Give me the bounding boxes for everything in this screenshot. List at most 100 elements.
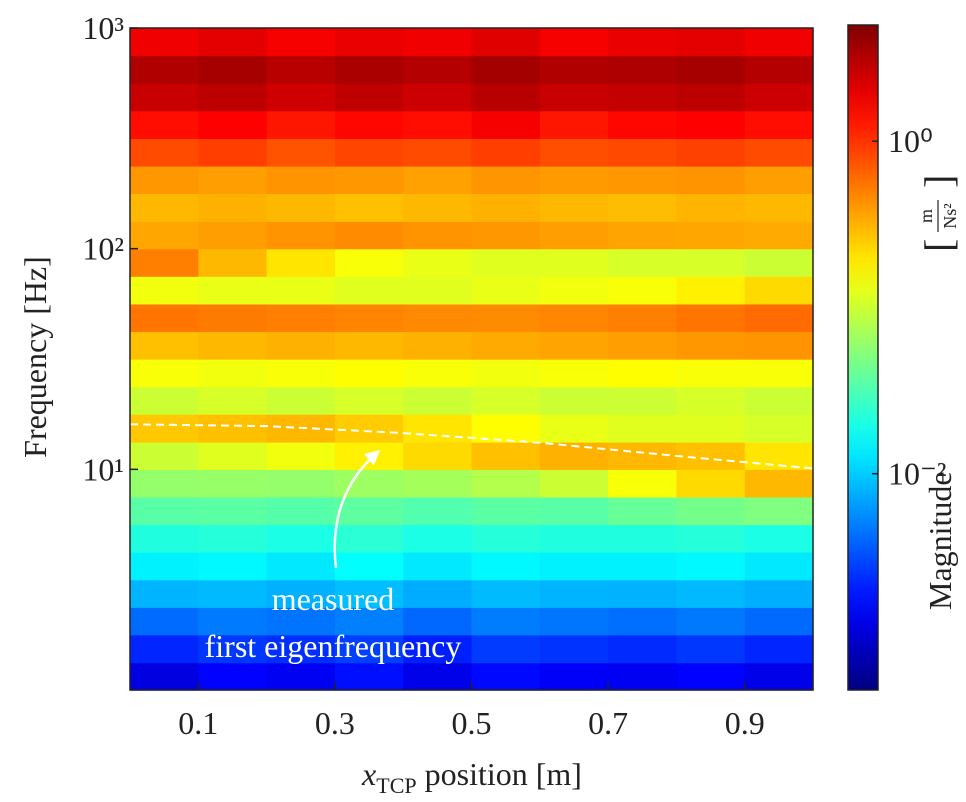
- heatmap-cell: [266, 386, 336, 415]
- heatmap-cell: [403, 110, 473, 140]
- heatmap-cell: [198, 579, 268, 608]
- heatmap-cell: [744, 469, 814, 498]
- unit-denominator: Ns²: [940, 203, 960, 228]
- heatmap-cell: [608, 579, 677, 608]
- y-tick-label: 10¹: [82, 451, 124, 487]
- heatmap-cell: [471, 524, 541, 553]
- heatmap-cell: [744, 303, 814, 332]
- heatmap-cell: [539, 496, 609, 526]
- heatmap-cell: [676, 83, 746, 112]
- heatmap-cell: [471, 110, 541, 140]
- heatmap-cell: [198, 469, 268, 498]
- heatmap-cell: [539, 552, 609, 581]
- heatmap-cell: [266, 469, 336, 498]
- heatmap-cell: [130, 524, 199, 553]
- heatmap-cell: [608, 110, 677, 140]
- heatmap-cell: [676, 414, 746, 443]
- heatmap-cell: [266, 138, 336, 167]
- heatmap-cell: [130, 359, 199, 388]
- heatmap-cell: [403, 414, 473, 443]
- heatmap-cell: [198, 414, 268, 443]
- heatmap-cell: [403, 165, 473, 195]
- heatmap-cell: [266, 165, 336, 195]
- heatmap-cell: [198, 303, 268, 332]
- heatmap-cell: [266, 579, 336, 608]
- heatmap-cell: [266, 303, 336, 332]
- heatmap-cell: [266, 221, 336, 250]
- y-tick-label: 10³: [82, 10, 124, 46]
- heatmap-cell: [403, 138, 473, 167]
- heatmap-cell: [471, 331, 541, 360]
- heatmap-cell: [130, 442, 199, 470]
- heatmap-cell: [608, 28, 677, 57]
- heatmap-cell: [266, 442, 336, 470]
- heatmap-cell: [676, 138, 746, 167]
- heatmap-cell: [266, 662, 336, 691]
- heatmap-cell: [130, 165, 199, 195]
- heatmap-cell: [198, 165, 268, 195]
- heatmap-cell: [334, 193, 404, 222]
- heatmap-cell: [608, 221, 677, 250]
- heatmap-cell: [471, 303, 541, 332]
- heatmap-cell: [744, 193, 814, 222]
- heatmap-cell: [676, 28, 746, 57]
- heatmap-cell: [403, 634, 473, 664]
- heatmap-cell: [676, 524, 746, 553]
- heatmap-cell: [334, 138, 404, 167]
- heatmap-cell: [608, 138, 677, 167]
- heatmap-cell: [539, 386, 609, 415]
- heatmap-cell: [198, 524, 268, 553]
- heatmap-cell: [130, 221, 199, 250]
- heatmap-cell: [130, 579, 199, 608]
- heatmap-cell: [266, 110, 336, 140]
- heatmap-cell: [403, 359, 473, 388]
- heatmap-cell: [130, 83, 199, 112]
- heatmap-cell: [130, 662, 199, 691]
- heatmap-cell: [608, 303, 677, 332]
- heatmap-cell: [403, 552, 473, 581]
- colorbar: [847, 24, 879, 691]
- heatmap-cell: [676, 579, 746, 608]
- heatmap-cell: [403, 607, 473, 636]
- x-axis-label: xTCP position [m]: [361, 756, 582, 797]
- heatmap-cell: [608, 276, 677, 305]
- heatmap-cell: [471, 55, 541, 84]
- heatmap-cell: [334, 496, 404, 526]
- heatmap-cell: [266, 496, 336, 526]
- heatmap-cell: [676, 386, 746, 415]
- heatmap-cell: [744, 579, 814, 608]
- bracket: ]: [916, 175, 961, 188]
- annotation-line: measured: [272, 581, 395, 617]
- eigenfrequency-curve: [129, 423, 814, 470]
- heatmap-cell: [334, 607, 404, 636]
- heatmap-cell: [744, 607, 814, 636]
- heatmap-cell: [198, 193, 268, 222]
- heatmap-cell: [539, 359, 609, 388]
- heatmap-cell: [266, 28, 336, 57]
- heatmap-cell: [539, 414, 609, 443]
- heatmap-cell: [198, 276, 268, 305]
- y-axis-label: Frequency [Hz]: [17, 256, 53, 458]
- heatmap-cell: [608, 634, 677, 664]
- heatmap-cell: [130, 386, 199, 415]
- heatmap-cell: [403, 442, 473, 470]
- heatmap-cell: [198, 442, 268, 470]
- heatmap-cell: [334, 331, 404, 360]
- heatmap-cell: [744, 414, 814, 443]
- heatmap-cell: [130, 138, 199, 167]
- heatmap-cell: [676, 607, 746, 636]
- heatmap-cell: [198, 359, 268, 388]
- heatmap-cell: [334, 634, 404, 664]
- heatmap-cell: [403, 193, 473, 222]
- heatmap-cell: [130, 303, 199, 332]
- heatmap-cell: [608, 55, 677, 84]
- x-tick-label: 0.7: [588, 705, 628, 741]
- heatmap-cell: [471, 248, 541, 277]
- heatmap-cell: [403, 331, 473, 360]
- heatmap-cell: [608, 607, 677, 636]
- heatmap-cell: [198, 110, 268, 140]
- heatmap-cell: [471, 386, 541, 415]
- heatmap-cell: [471, 496, 541, 526]
- heatmap-cell: [744, 662, 814, 691]
- x-tick-label: 0.3: [315, 705, 355, 741]
